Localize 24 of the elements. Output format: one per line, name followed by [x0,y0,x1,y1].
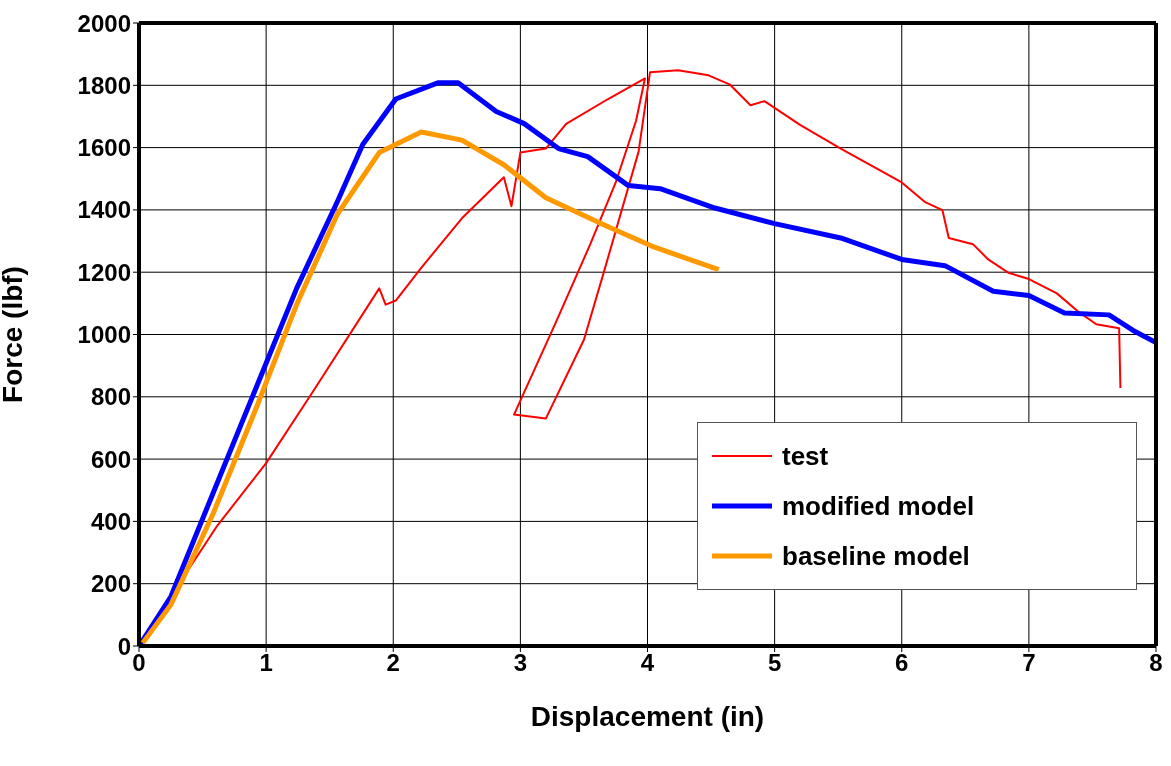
x-tick-label: 8 [1149,649,1163,677]
y-tick-label: 1200 [77,258,131,286]
y-tick-label: 1400 [77,196,131,224]
x-tick-label: 2 [386,649,400,677]
y-tick-label: 1600 [77,134,131,162]
x-tick-label: 1 [259,649,273,677]
y-axis-title: Force (lbf) [0,266,28,403]
y-tick-label: 1800 [77,71,131,99]
x-tick-label: 5 [767,649,782,677]
x-tick-label: 6 [895,649,909,677]
y-tick-label: 400 [90,507,131,535]
y-tick-label: 0 [117,632,131,660]
y-tick-label: 800 [90,383,131,411]
x-tick-label: 7 [1022,649,1036,677]
y-tick-label: 200 [90,570,131,598]
legend-label: test [782,440,829,473]
y-tick-label: 2000 [77,9,131,37]
x-tick-label: 4 [640,649,655,677]
x-axis-title: Displacement (in) [530,701,765,732]
legend-label: modified model [782,490,975,523]
legend-label: baseline model [782,540,970,573]
y-tick-label: 1000 [77,321,131,349]
x-tick-label: 3 [513,649,528,677]
y-tick-label: 600 [90,445,131,473]
